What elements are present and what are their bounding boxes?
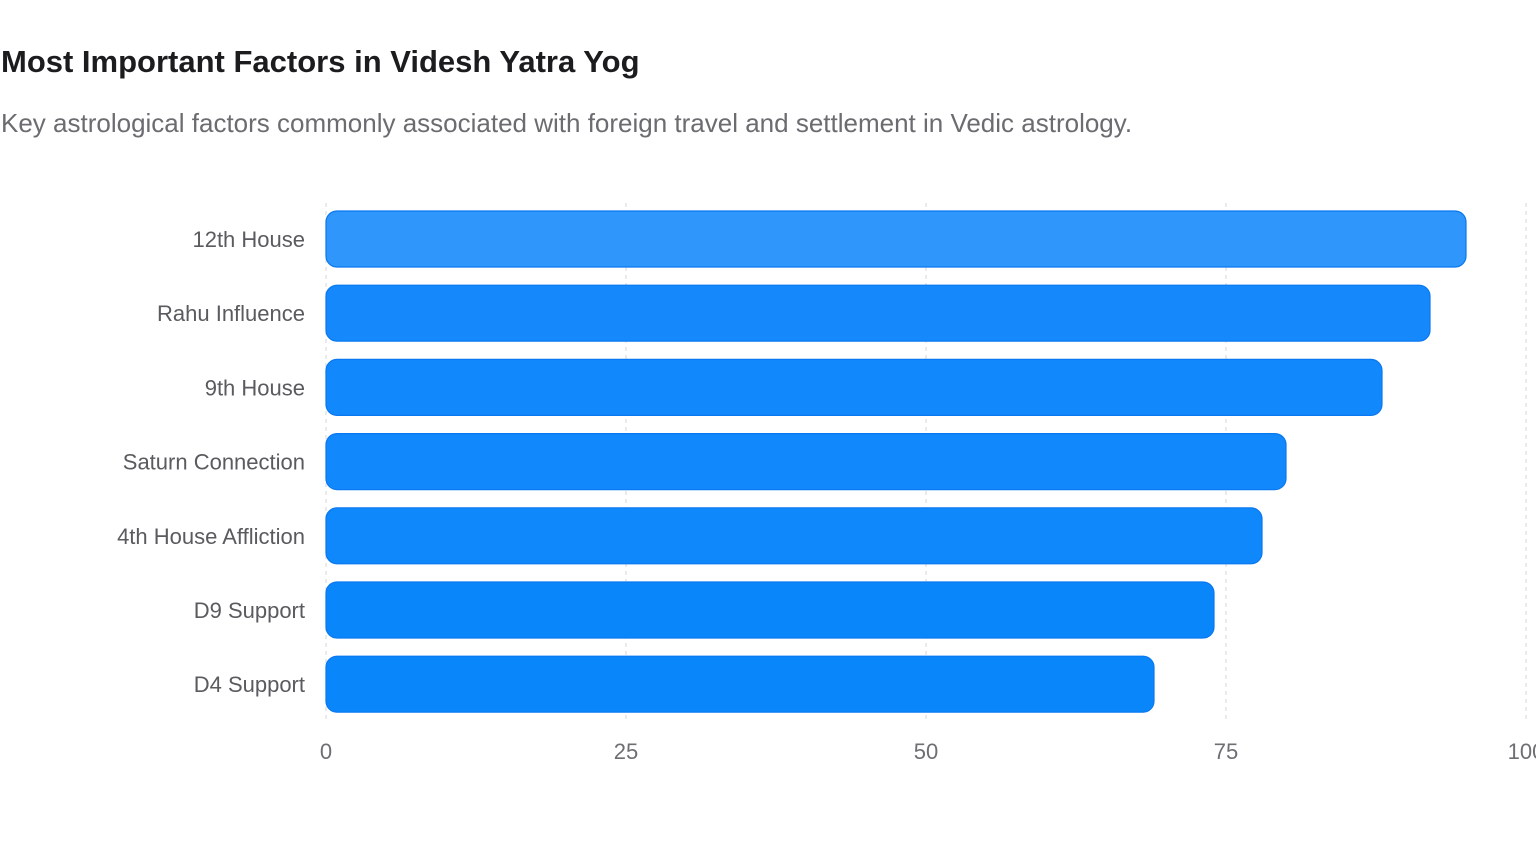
chart-subtitle: Key astrological factors commonly associ… [1, 108, 1133, 138]
bars [325, 210, 1467, 713]
bar [325, 433, 1287, 491]
x-tick-label: 50 [914, 739, 938, 764]
bar [325, 581, 1215, 639]
x-tick-label: 0 [320, 739, 332, 764]
x-tick-label: 100 [1508, 739, 1536, 764]
x-tick-label: 75 [1214, 739, 1238, 764]
bar [325, 284, 1431, 342]
bar [325, 358, 1383, 416]
category-labels: 12th House Rahu Influence 9th House Saturn … [117, 227, 305, 697]
category-label: D9 Support [194, 598, 305, 623]
bar [325, 210, 1467, 268]
x-axis-ticks: 0 25 50 75 100 [320, 739, 1536, 764]
bar [325, 655, 1155, 713]
category-label: 12th House [192, 227, 305, 252]
category-label: 9th House [205, 375, 305, 400]
chart-title: Most Important Factors in Videsh Yatra Y… [1, 44, 640, 79]
x-tick-label: 25 [614, 739, 638, 764]
category-label: 4th House Affliction [117, 524, 305, 549]
bar [325, 507, 1263, 565]
category-label: D4 Support [194, 672, 305, 697]
category-label: Rahu Influence [157, 301, 305, 326]
category-label: Saturn Connection [123, 450, 305, 475]
